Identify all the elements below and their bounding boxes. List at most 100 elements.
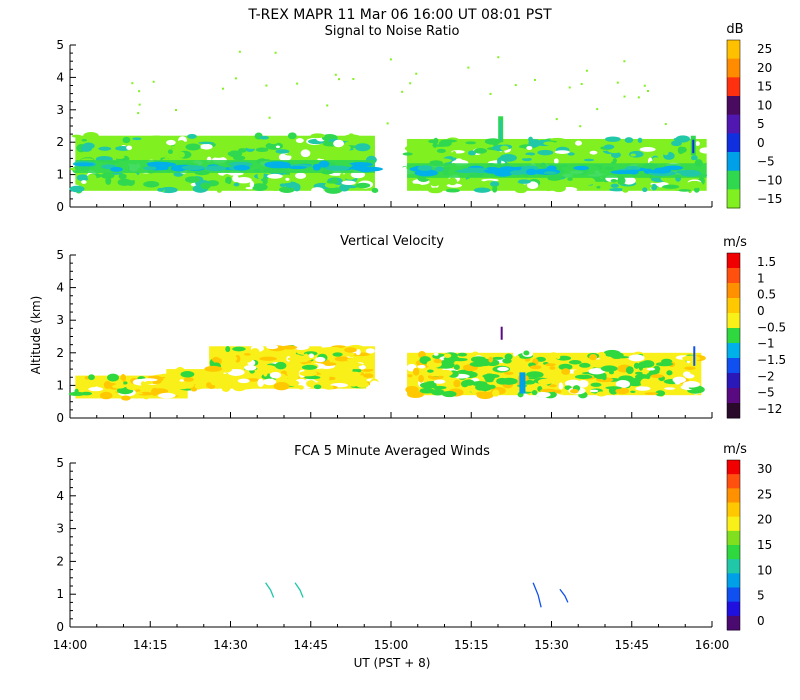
snr-segment-1-speckle bbox=[228, 141, 241, 148]
vv-segment-2-speckle bbox=[664, 387, 676, 390]
snr-segment-1-speckle bbox=[126, 145, 133, 151]
vv-segment-1-speckle bbox=[243, 353, 251, 356]
snr-noise-dot bbox=[401, 90, 404, 93]
snr-segment-1-speckle bbox=[218, 145, 232, 153]
snr-segment-2-speckle bbox=[490, 181, 500, 187]
vv-segment-1-speckle bbox=[275, 361, 287, 370]
snr-segment-2-speckle bbox=[554, 150, 570, 154]
vv-segment-1-speckle bbox=[222, 379, 232, 383]
snr-segment-1-speckle bbox=[294, 172, 307, 179]
snr-band-speckle bbox=[543, 171, 557, 175]
snr-segment-2-speckle bbox=[543, 141, 556, 146]
vv-segment-2-speckle bbox=[635, 386, 651, 391]
snr-noise-dot bbox=[296, 82, 299, 85]
vv-segment-2-speckle bbox=[589, 389, 599, 393]
snr-band-speckle bbox=[417, 165, 433, 171]
snr-segment-1-speckle bbox=[311, 187, 324, 194]
snr-noise-dot bbox=[646, 89, 649, 92]
snr-band-speckle bbox=[288, 165, 307, 170]
vv-segment-1-speckle bbox=[355, 348, 361, 356]
snr-noise-dot bbox=[664, 123, 667, 126]
vv-segment-2-speckle bbox=[602, 374, 607, 381]
vv-segment-2-speckle bbox=[634, 373, 650, 380]
vv-segment-2-speckle bbox=[556, 354, 561, 360]
snr-noise-dot bbox=[234, 77, 237, 80]
vv-segment-2-speckle bbox=[666, 370, 673, 376]
y-tick-label: 5 bbox=[56, 456, 64, 470]
vv-segment-2-speckle bbox=[682, 355, 701, 362]
snr-segment-1-speckle bbox=[197, 149, 208, 156]
snr-segment-2-speckle bbox=[499, 154, 517, 162]
vv-segment-2-speckle bbox=[405, 385, 419, 394]
snr-band-speckle bbox=[318, 160, 330, 168]
snr-band-speckle bbox=[676, 170, 696, 174]
snr-segment-2-speckle bbox=[699, 147, 712, 154]
snr-band-speckle bbox=[281, 162, 291, 169]
snr-noise-dot bbox=[623, 95, 626, 98]
snr-noise-dot bbox=[467, 66, 470, 69]
snr-band-speckle bbox=[110, 166, 123, 172]
panel-2-colorbar: m/s 1.5 1 0.5 0 −0.5 −1 −1.5 −2 −5 −12 bbox=[723, 235, 786, 419]
vv-segment-2-speckle bbox=[633, 362, 640, 369]
vv-segment-1-speckle bbox=[308, 353, 314, 359]
y-tick-label: 0 bbox=[56, 620, 64, 634]
snr-segment-1-speckle bbox=[217, 182, 231, 191]
colorbar-frame bbox=[726, 39, 741, 209]
vv-segment-2-speckle bbox=[525, 371, 544, 379]
snr-band-speckle bbox=[510, 170, 525, 176]
snr-segment-1-speckle bbox=[287, 132, 297, 140]
vv-segment-2-speckle bbox=[427, 369, 434, 373]
x-tick-label: 14:15 bbox=[133, 638, 168, 652]
snr-noise-dot bbox=[265, 84, 268, 87]
snr-segment-2-speckle bbox=[517, 179, 531, 184]
vv-segment-2-speckle bbox=[684, 366, 696, 370]
colorbar-swatch bbox=[727, 403, 740, 419]
snr-segment-1-speckle bbox=[96, 137, 108, 141]
y-tick-label: 2 bbox=[56, 346, 64, 360]
colorbar-label: −5 bbox=[757, 155, 775, 169]
snr-segment-1-speckle bbox=[83, 131, 99, 140]
wind-barb bbox=[265, 582, 275, 598]
panel-3-data bbox=[265, 582, 569, 608]
snr-segment-2-speckle bbox=[525, 152, 536, 156]
snr-segment-2-speckle bbox=[610, 178, 618, 183]
snr-noise-dot bbox=[579, 125, 582, 128]
wind-barb bbox=[294, 582, 304, 598]
vv-segment-2-speckle bbox=[418, 364, 426, 369]
vv-segment-2-speckle bbox=[443, 353, 452, 358]
vv-segment-2-speckle bbox=[548, 384, 557, 388]
vv-segment-2-speckle bbox=[558, 382, 564, 390]
vv-segment-1-speckle bbox=[122, 381, 128, 385]
colorbar-label: 10 bbox=[757, 563, 772, 577]
snr-noise-dot bbox=[338, 78, 341, 81]
snr-segment-2-speckle bbox=[438, 140, 452, 147]
snr-noise-dot bbox=[334, 73, 337, 76]
snr-band-speckle bbox=[498, 166, 518, 173]
colorbar-swatch bbox=[727, 460, 740, 475]
snr-segment-2-speckle bbox=[526, 145, 533, 150]
vv-segment-1-speckle bbox=[237, 378, 250, 384]
colorbar-label: 20 bbox=[757, 61, 772, 75]
snr-segment-2-speckle bbox=[589, 150, 598, 155]
x-tick-label: 16:00 bbox=[695, 638, 730, 652]
vv-segment-1-speckle bbox=[237, 386, 253, 390]
colorbar-swatch bbox=[727, 298, 740, 314]
snr-segment-1-speckle bbox=[167, 149, 173, 154]
vv-segment-1-speckle bbox=[222, 375, 234, 379]
snr-band-speckle bbox=[73, 162, 95, 167]
snr-segment-2-speckle bbox=[637, 137, 643, 143]
vv-segment-1-speckle bbox=[126, 384, 140, 391]
snr-segment-1-speckle bbox=[200, 143, 213, 150]
colorbar-label: −1 bbox=[757, 337, 775, 351]
colorbar-swatch bbox=[727, 114, 740, 134]
snr-noise-dot bbox=[326, 104, 329, 107]
vv-segment-1-speckle bbox=[221, 383, 231, 392]
snr-segment-2-speckle bbox=[662, 184, 680, 189]
snr-segment-2-speckle bbox=[631, 140, 649, 148]
snr-band-speckle bbox=[233, 165, 251, 171]
snr-segment-1-speckle bbox=[184, 176, 201, 183]
vv-segment-1-speckle bbox=[266, 351, 273, 356]
vv-segment-2-speckle bbox=[597, 351, 606, 360]
vv-segment-1-speckle bbox=[313, 384, 322, 390]
vv-segment-2-speckle bbox=[610, 352, 624, 359]
